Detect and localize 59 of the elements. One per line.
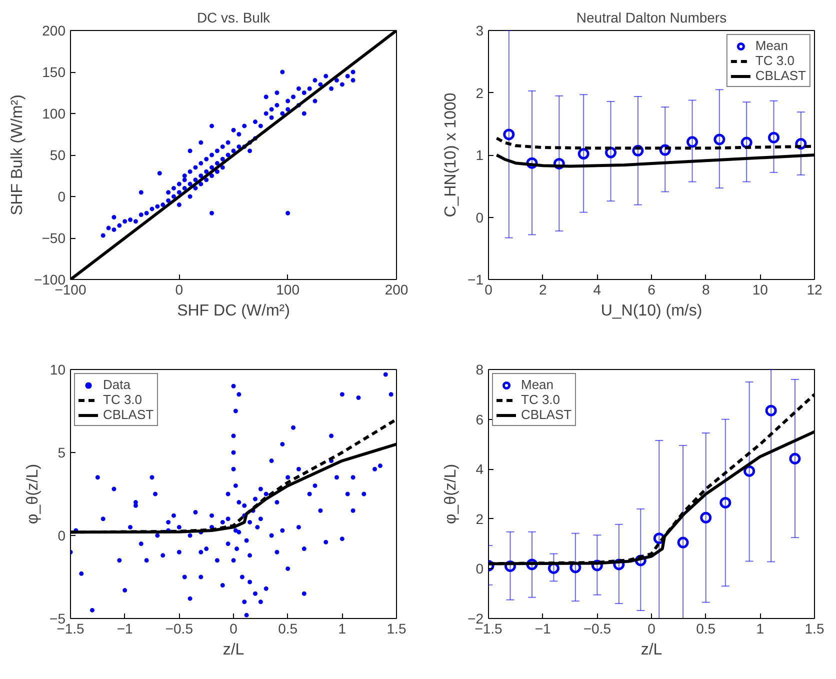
x-axis-title: z/L xyxy=(222,642,244,658)
legend-label: CBLAST xyxy=(103,407,154,422)
y-tick-label: 0 xyxy=(476,560,484,577)
legend-label: TC 3.0 xyxy=(755,53,794,68)
y-tick-label: 200 xyxy=(42,22,66,38)
y-tick-label: 0 xyxy=(58,528,66,544)
y-axis-title: φ_θ(z/L) xyxy=(442,464,460,524)
x-tick-label: 12 xyxy=(806,282,822,298)
y-tick-label: 50 xyxy=(50,147,66,163)
x-tick-label: 0.5 xyxy=(278,620,298,636)
x-tick-label: 6 xyxy=(648,282,656,298)
x-tick-label: 4 xyxy=(593,282,602,298)
y-tick-label: 6 xyxy=(476,411,484,428)
y-tick-label: 10 xyxy=(50,362,66,378)
legend-label: TC 3.0 xyxy=(103,392,142,407)
x-tick-label: −0.5 xyxy=(583,620,612,636)
y-tick-label: 0 xyxy=(58,188,66,204)
y-tick-label: 4 xyxy=(476,461,484,478)
x-axis-title: z/L xyxy=(640,642,662,658)
legend-label: TC 3.0 xyxy=(521,392,560,407)
y-tick-label: −1 xyxy=(468,272,484,288)
y-tick-label: 3 xyxy=(476,22,484,38)
x-axis-title: SHF DC (W/m²) xyxy=(177,302,290,320)
y-tick-label: 2 xyxy=(476,84,484,101)
x-tick-label: −0.5 xyxy=(165,620,194,636)
x-tick-label: 0.5 xyxy=(696,620,716,636)
x-tick-label: 0 xyxy=(648,620,656,636)
x-tick-label: −1 xyxy=(116,620,134,636)
y-tick-label: −50 xyxy=(42,230,66,246)
y-tick-label: 5 xyxy=(58,444,66,460)
y-tick-label: 1 xyxy=(476,147,484,163)
legend-label: Data xyxy=(103,377,130,392)
x-tick-label: 2 xyxy=(538,282,547,298)
x-tick-label: 0 xyxy=(175,282,184,298)
chart-title: DC vs. Bulk xyxy=(196,10,272,26)
legend-label: CBLAST xyxy=(521,407,572,422)
y-tick-label: 2 xyxy=(476,510,484,527)
y-axis-title: SHF Bulk (W/m²) xyxy=(8,94,26,216)
legend-label: Mean xyxy=(521,377,554,392)
x-tick-label: 1 xyxy=(756,620,764,636)
x-tick-label: 200 xyxy=(384,282,408,298)
x-axis-title: U_N(10) (m/s) xyxy=(600,302,702,320)
y-tick-label: 100 xyxy=(42,106,66,122)
x-tick-label: 10 xyxy=(752,282,768,298)
x-tick-label: 1.5 xyxy=(386,620,406,636)
y-axis-title: C_HN(10) x 1000 xyxy=(442,92,460,218)
x-tick-label: −1 xyxy=(534,620,552,636)
x-tick-label: 0 xyxy=(230,620,238,636)
y-tick-label: 8 xyxy=(476,362,484,378)
chart-title: Neutral Dalton Numbers xyxy=(576,10,727,26)
y-tick-label: 0 xyxy=(476,209,484,226)
x-tick-label: 8 xyxy=(702,282,710,298)
x-tick-label: 1 xyxy=(338,620,346,636)
x-tick-label: 1.5 xyxy=(804,620,824,636)
y-tick-label: 150 xyxy=(42,64,66,80)
x-tick-label: 100 xyxy=(276,282,300,298)
y-axis-title: φ_θ(z/L) xyxy=(24,464,42,524)
legend-label: CBLAST xyxy=(755,68,806,83)
legend-label: Mean xyxy=(755,38,788,53)
